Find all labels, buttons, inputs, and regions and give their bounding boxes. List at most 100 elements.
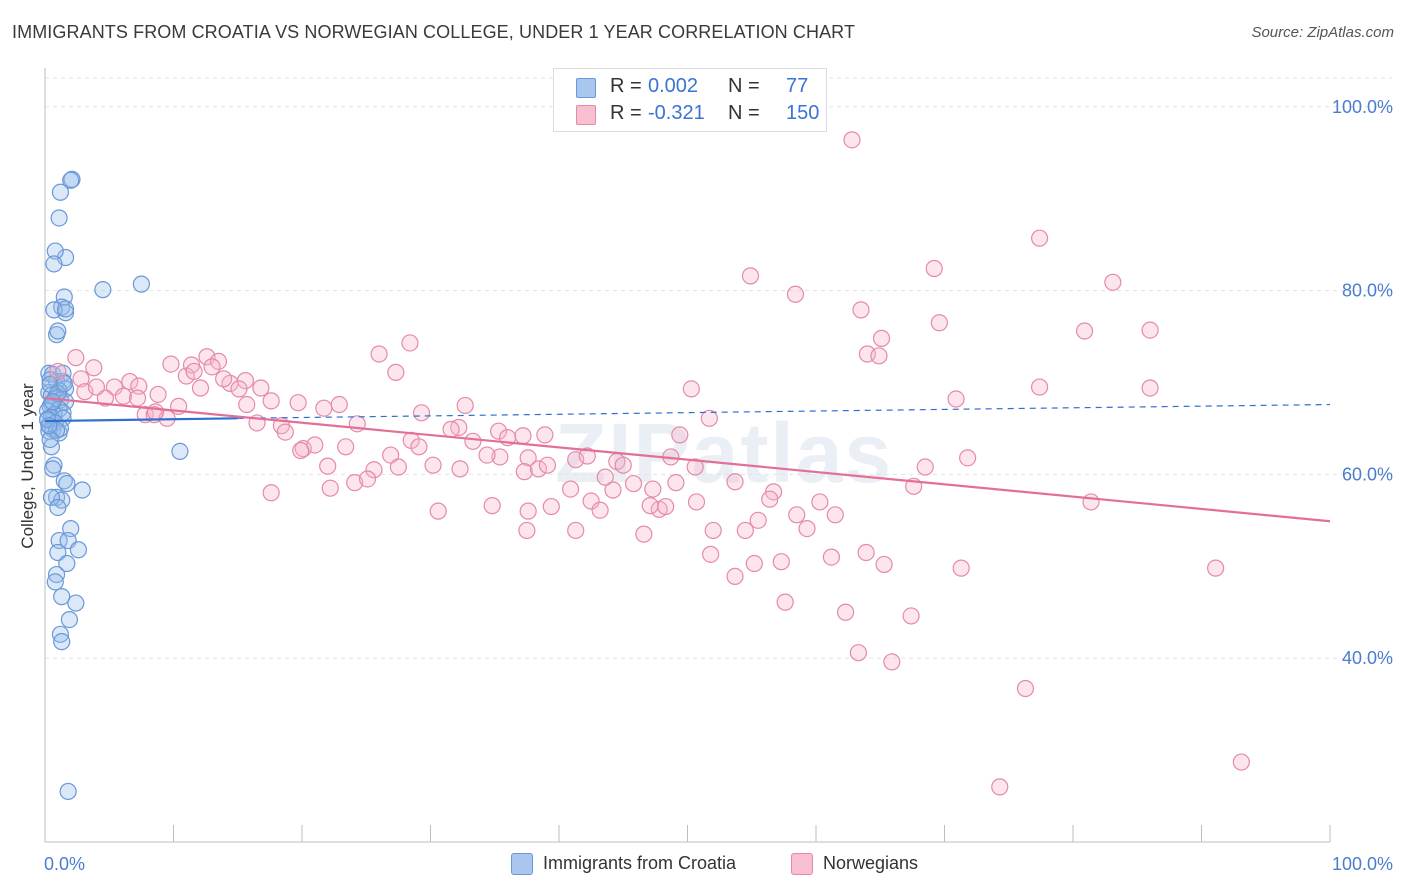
data-point: [798, 520, 816, 538]
data-point: [491, 448, 509, 466]
data-point: [146, 403, 165, 421]
data-point: [635, 525, 653, 543]
data-point: [1104, 273, 1122, 291]
bottom-legend-label: Norwegians: [823, 853, 919, 873]
data-point: [38, 410, 57, 428]
data-point: [761, 490, 779, 508]
data-point: [529, 460, 548, 478]
data-point: [614, 456, 632, 474]
data-point: [667, 474, 685, 492]
data-point: [836, 603, 855, 621]
data-point: [776, 593, 794, 611]
data-point: [925, 259, 943, 278]
data-point: [230, 380, 248, 398]
data-point: [49, 384, 67, 403]
data-point: [1232, 753, 1250, 771]
data-point: [44, 460, 62, 478]
data-point: [321, 479, 339, 497]
data-point: [73, 481, 91, 499]
data-point: [51, 183, 70, 201]
data-point: [947, 390, 965, 408]
data-point: [238, 395, 256, 414]
trend-line-croatia-extension: [237, 403, 1331, 419]
data-point: [429, 502, 447, 520]
data-point: [44, 393, 62, 411]
data-point: [53, 633, 71, 651]
data-point: [538, 456, 557, 474]
data-point: [94, 281, 112, 299]
data-point: [686, 458, 704, 476]
data-point: [191, 379, 210, 397]
data-point: [657, 497, 675, 516]
data-point: [62, 171, 80, 189]
data-point: [42, 488, 61, 506]
data-point: [872, 329, 891, 347]
data-point: [582, 492, 600, 510]
data-point: [515, 463, 533, 481]
data-point: [59, 782, 77, 801]
data-point: [1075, 322, 1094, 340]
data-point: [464, 432, 482, 450]
data-point: [536, 426, 554, 444]
data-point: [262, 392, 280, 410]
data-point: [49, 322, 67, 340]
data-point: [596, 468, 614, 486]
data-point: [63, 170, 81, 188]
data-point: [203, 358, 221, 376]
data-point: [518, 521, 536, 540]
data-point: [346, 474, 364, 492]
data-point: [72, 370, 90, 388]
data-point: [85, 359, 103, 377]
data-point: [46, 242, 64, 260]
data-points: [38, 131, 1250, 801]
y-tick-label: 40.0%: [1342, 648, 1393, 668]
data-point: [1141, 379, 1159, 397]
data-point: [1030, 378, 1049, 396]
legend-n-value: 77: [786, 75, 809, 97]
y-tick-label: 100.0%: [1332, 97, 1393, 117]
data-point: [857, 543, 875, 562]
data-point: [1030, 229, 1049, 247]
data-point: [128, 389, 147, 407]
data-point: [519, 449, 537, 467]
data-point: [788, 506, 806, 524]
data-point: [162, 355, 180, 373]
data-point: [604, 481, 622, 499]
data-point: [96, 389, 114, 407]
data-point: [451, 460, 469, 478]
data-point: [1016, 679, 1035, 698]
data-point: [50, 209, 68, 227]
data-point: [67, 349, 85, 367]
data-point: [542, 497, 560, 516]
data-point: [424, 456, 442, 474]
data-point: [358, 470, 377, 488]
data-point: [1141, 321, 1159, 339]
data-point: [875, 555, 893, 574]
data-point: [49, 362, 67, 381]
data-point: [67, 594, 85, 612]
data-point: [55, 472, 73, 490]
data-point: [401, 334, 419, 352]
data-point: [442, 420, 460, 438]
data-point: [687, 493, 706, 511]
legend-r-label: R =: [610, 75, 642, 97]
data-point: [215, 370, 233, 388]
legend-n-label: N =: [728, 75, 760, 97]
data-point: [849, 644, 868, 662]
data-point: [387, 363, 405, 381]
data-point: [45, 255, 63, 273]
legend-n-value: 150: [786, 102, 820, 124]
data-point: [478, 446, 496, 464]
data-point: [337, 438, 355, 456]
data-point: [410, 438, 428, 456]
data-point: [370, 345, 388, 363]
legend-r-label: R =: [610, 102, 642, 124]
data-point: [930, 314, 948, 332]
data-point: [726, 567, 744, 585]
data-point: [289, 394, 307, 412]
data-point: [745, 554, 763, 573]
trend-line-croatia: [44, 417, 238, 423]
data-point: [456, 396, 474, 415]
data-point: [786, 285, 805, 303]
data-point: [69, 541, 88, 559]
